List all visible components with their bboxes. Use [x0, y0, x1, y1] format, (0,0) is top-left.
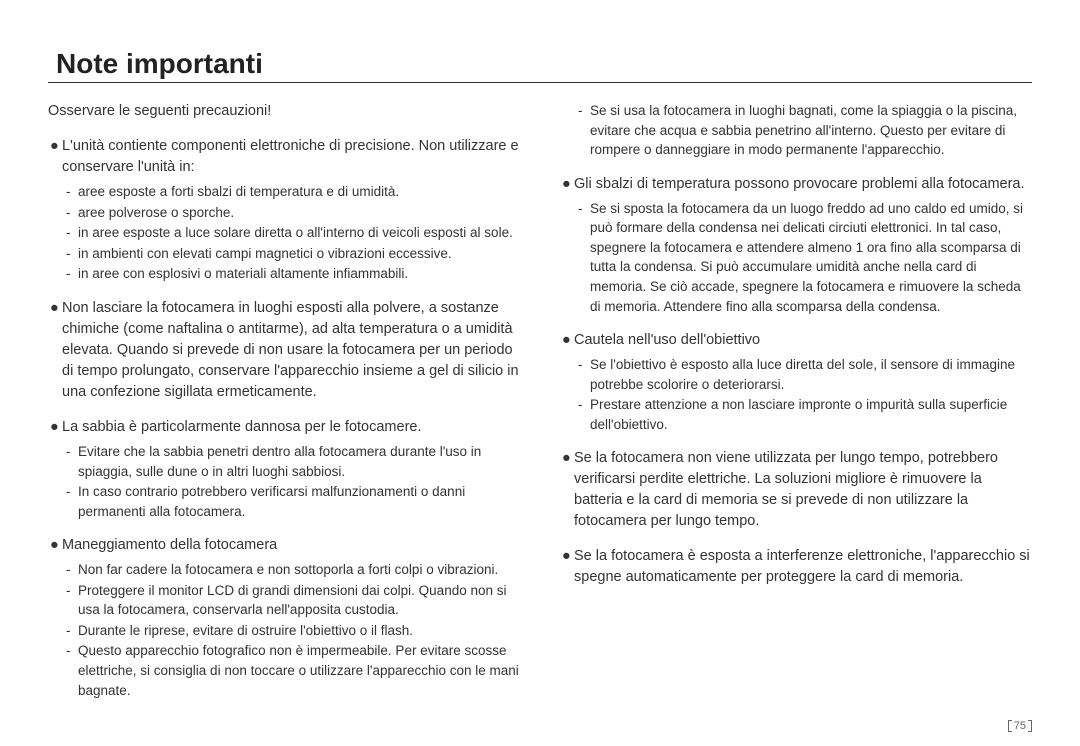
dash-icon: -	[66, 621, 78, 641]
title-rule: Note importanti	[48, 48, 1032, 83]
sub-text: Durante le riprese, evitare di ostruire …	[78, 621, 520, 641]
dash-icon: -	[66, 244, 78, 264]
sub-text: aree esposte a forti sbalzi di temperatu…	[78, 182, 520, 202]
sub-text: in ambienti con elevati campi magnetici …	[78, 244, 520, 264]
bullet-item: ● Se la fotocamera non viene utilizzata …	[560, 448, 1032, 532]
sub-text: Questo apparecchio fotografico non è imp…	[78, 641, 520, 700]
sub-text: Se si sposta la fotocamera da un luogo f…	[590, 199, 1032, 316]
sub-text: aree polverose o sporche.	[78, 203, 520, 223]
page-number: 75	[1008, 720, 1032, 732]
sub-text: Non far cadere la fotocamera e non sotto…	[78, 560, 520, 580]
bullet-item: ● Maneggiamento della fotocamera	[48, 535, 520, 556]
bullet-text: L'unità contiente componenti elettronich…	[62, 136, 520, 178]
right-column: -Se si usa la fotocamera in luoghi bagna…	[560, 101, 1032, 714]
dash-icon: -	[66, 223, 78, 243]
dash-icon: -	[66, 641, 78, 700]
bullet-dot-icon: ●	[48, 136, 62, 178]
dash-icon: -	[66, 264, 78, 284]
sub-list: -Se l'obiettivo è esposto alla luce dire…	[560, 355, 1032, 434]
dash-icon: -	[578, 355, 590, 394]
bullet-dot-icon: ●	[48, 535, 62, 556]
bullet-item: ● Cautela nell'uso dell'obiettivo	[560, 330, 1032, 351]
sub-text: Se si usa la fotocamera in luoghi bagnat…	[590, 101, 1032, 160]
sub-list: -Evitare che la sabbia penetri dentro al…	[48, 442, 520, 521]
dash-icon: -	[66, 581, 78, 620]
bullet-dot-icon: ●	[560, 448, 574, 532]
bracket-right-icon	[1028, 720, 1032, 732]
dash-icon: -	[66, 182, 78, 202]
bullet-text: Maneggiamento della fotocamera	[62, 535, 520, 556]
bullet-dot-icon: ●	[560, 330, 574, 351]
sub-text: in aree esposte a luce solare diretta o …	[78, 223, 520, 243]
bullet-text: Gli sbalzi di temperatura possono provoc…	[574, 174, 1032, 195]
dash-icon: -	[66, 560, 78, 580]
bullet-item: ● Gli sbalzi di temperatura possono prov…	[560, 174, 1032, 195]
two-column-layout: Osservare le seguenti precauzioni! ● L'u…	[48, 101, 1032, 714]
bullet-item: ● La sabbia è particolarmente dannosa pe…	[48, 417, 520, 438]
dash-icon: -	[66, 203, 78, 223]
dash-icon: -	[66, 442, 78, 481]
bullet-dot-icon: ●	[560, 174, 574, 195]
bullet-item: ● L'unità contiente componenti elettroni…	[48, 136, 520, 178]
sub-text: In caso contrario potrebbero verificarsi…	[78, 482, 520, 521]
sub-text: Proteggere il monitor LCD di grandi dime…	[78, 581, 520, 620]
sub-list: -aree esposte a forti sbalzi di temperat…	[48, 182, 520, 284]
dash-icon: -	[578, 101, 590, 160]
sub-text: Se l'obiettivo è esposto alla luce diret…	[590, 355, 1032, 394]
intro-text: Osservare le seguenti precauzioni!	[48, 101, 520, 122]
page-number-value: 75	[1014, 720, 1026, 732]
dash-icon: -	[66, 482, 78, 521]
dash-icon: -	[578, 199, 590, 316]
sub-list: -Se si sposta la fotocamera da un luogo …	[560, 199, 1032, 316]
bracket-left-icon	[1008, 720, 1012, 732]
bullet-item: ● Non lasciare la fotocamera in luoghi e…	[48, 298, 520, 403]
sub-list: -Non far cadere la fotocamera e non sott…	[48, 560, 520, 700]
bullet-item: ● Se la fotocamera è esposta a interfere…	[560, 546, 1032, 588]
bullet-dot-icon: ●	[48, 417, 62, 438]
sub-text: Prestare attenzione a non lasciare impro…	[590, 395, 1032, 434]
sub-text: in aree con esplosivi o materiali altame…	[78, 264, 520, 284]
bullet-text: La sabbia è particolarmente dannosa per …	[62, 417, 520, 438]
bullet-text: Se la fotocamera non viene utilizzata pe…	[574, 448, 1032, 532]
sub-text: Evitare che la sabbia penetri dentro all…	[78, 442, 520, 481]
left-column: Osservare le seguenti precauzioni! ● L'u…	[48, 101, 520, 714]
bullet-text: Se la fotocamera è esposta a interferenz…	[574, 546, 1032, 588]
bullet-text: Non lasciare la fotocamera in luoghi esp…	[62, 298, 520, 403]
sub-list: -Se si usa la fotocamera in luoghi bagna…	[560, 101, 1032, 160]
bullet-dot-icon: ●	[48, 298, 62, 403]
bullet-dot-icon: ●	[560, 546, 574, 588]
bullet-text: Cautela nell'uso dell'obiettivo	[574, 330, 1032, 351]
page-title: Note importanti	[48, 48, 1032, 80]
dash-icon: -	[578, 395, 590, 434]
